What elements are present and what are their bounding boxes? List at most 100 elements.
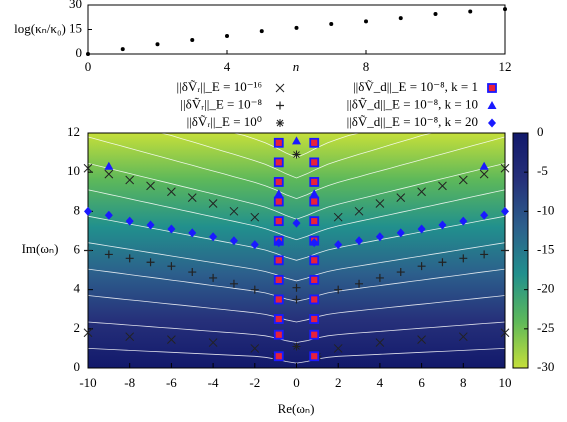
x-axis-label: n: [293, 59, 300, 74]
point: [104, 210, 113, 220]
legend-marker: [488, 118, 496, 128]
point: [273, 274, 284, 285]
point: [364, 19, 368, 24]
x-tick-label: 0: [85, 59, 92, 74]
point: [209, 273, 218, 282]
point: [309, 294, 320, 305]
y-tick-label: 12: [67, 124, 80, 139]
point: [155, 42, 160, 47]
contour: [87, 242, 506, 282]
point: [125, 175, 135, 185]
point: [417, 262, 426, 271]
point: [250, 240, 259, 250]
legend-label: ||δṼ_d||_E = 10⁻⁸, k = 20: [347, 114, 478, 129]
point: [480, 210, 489, 220]
legend-label: ||δṼ_d||_E = 10⁻⁸, k = 1: [353, 79, 478, 94]
point: [274, 189, 284, 198]
point: [468, 9, 473, 14]
point: [294, 25, 299, 30]
point: [292, 218, 301, 228]
point: [375, 338, 385, 347]
point: [125, 254, 134, 263]
y-tick-label: 10: [67, 163, 80, 178]
point: [259, 29, 264, 34]
point: [309, 314, 320, 324]
x-tick-label: 12: [499, 59, 512, 74]
point: [309, 189, 319, 198]
x-tick-label: -10: [79, 375, 96, 390]
x-tick-label: 8: [460, 375, 467, 390]
point: [120, 47, 125, 52]
point: [417, 224, 426, 234]
heatmap: [88, 133, 505, 368]
colorbar-tick-label: -20: [537, 281, 554, 296]
contour: [87, 136, 506, 200]
point: [146, 258, 155, 267]
point: [167, 187, 176, 197]
point: [125, 216, 134, 226]
point: [309, 157, 320, 168]
point: [292, 150, 301, 159]
colorbar-tick-label: -15: [537, 241, 554, 256]
point: [167, 335, 176, 344]
point: [501, 206, 509, 216]
point: [375, 273, 384, 282]
point: [188, 268, 197, 277]
point: [292, 136, 301, 145]
point: [398, 16, 403, 21]
point: [292, 342, 301, 351]
point: [396, 268, 405, 277]
point: [273, 157, 284, 168]
legend-label: ||δṼᵣ||_E = 10⁻¹⁶: [177, 79, 262, 94]
x-axis-label: Re(ωₙ): [278, 401, 315, 416]
point: [417, 335, 426, 344]
point: [273, 314, 284, 324]
point: [209, 232, 218, 242]
point: [273, 351, 284, 362]
point: [273, 255, 284, 266]
point: [479, 161, 489, 170]
point: [208, 338, 218, 347]
point: [229, 236, 238, 246]
point: [104, 250, 113, 259]
y-tick-label: 0: [74, 359, 81, 374]
point: [438, 258, 447, 267]
point: [167, 224, 176, 234]
point: [229, 206, 239, 216]
point: [355, 279, 364, 288]
point: [480, 250, 489, 259]
point: [273, 177, 284, 187]
point: [438, 220, 447, 230]
point: [503, 7, 507, 12]
x-tick-label: -4: [208, 375, 219, 390]
point: [309, 274, 320, 285]
point: [125, 332, 135, 342]
point: [229, 279, 238, 288]
y-tick-label: 15: [69, 20, 82, 35]
legend-marker: [275, 83, 285, 93]
point: [104, 169, 114, 179]
point: [375, 232, 384, 242]
point: [273, 216, 284, 227]
point: [292, 283, 301, 292]
point: [309, 177, 320, 187]
point: [500, 328, 510, 338]
point: [396, 228, 405, 238]
x-tick-label: -8: [124, 375, 135, 390]
x-tick-label: -6: [166, 375, 177, 390]
point: [188, 228, 197, 238]
x-tick-label: -2: [249, 375, 260, 390]
point: [225, 34, 229, 39]
point: [250, 212, 260, 222]
legend-marker: [276, 101, 284, 110]
point: [274, 238, 283, 248]
y-tick-label: 2: [74, 320, 81, 335]
point: [500, 163, 510, 173]
colorbar-tick-label: -25: [537, 320, 554, 335]
contour: [87, 215, 506, 261]
point: [83, 328, 93, 338]
point: [273, 294, 284, 305]
y-axis-label: log(κₙ/κ₀): [14, 21, 66, 36]
colorbar-tick-label: -10: [537, 202, 554, 217]
point: [84, 206, 92, 216]
